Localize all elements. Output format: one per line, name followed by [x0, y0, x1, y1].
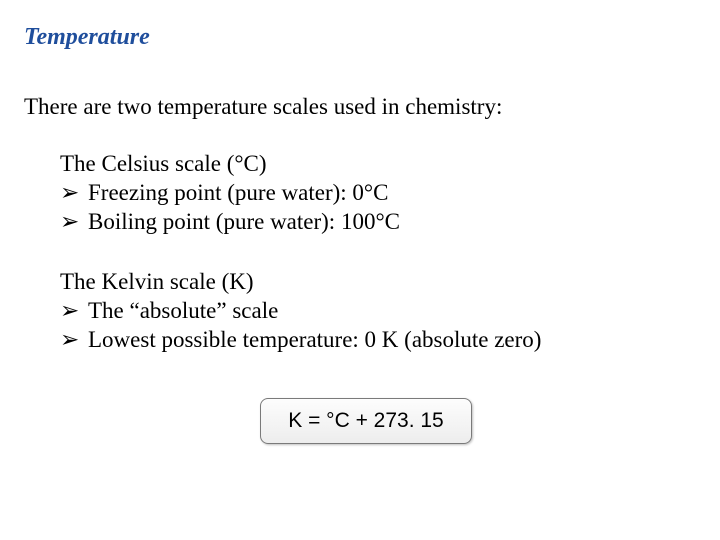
bullet-arrow-icon: ➢ — [60, 179, 88, 208]
celsius-heading: The Celsius scale (°C) — [60, 150, 400, 179]
formula-text: K = °C + 273. 15 — [288, 409, 444, 433]
celsius-block: The Celsius scale (°C) ➢ Freezing point … — [60, 150, 400, 236]
formula-box: K = °C + 273. 15 — [260, 398, 472, 444]
bullet-arrow-icon: ➢ — [60, 326, 88, 355]
list-item: ➢ The “absolute” scale — [60, 297, 541, 326]
kelvin-point-1: The “absolute” scale — [88, 297, 278, 326]
celsius-point-2: Boiling point (pure water): 100°C — [88, 208, 400, 237]
intro-text: There are two temperature scales used in… — [24, 94, 502, 120]
list-item: ➢ Freezing point (pure water): 0°C — [60, 179, 400, 208]
celsius-point-1: Freezing point (pure water): 0°C — [88, 179, 388, 208]
kelvin-block: The Kelvin scale (K) ➢ The “absolute” sc… — [60, 268, 541, 354]
slide-title: Temperature — [24, 24, 150, 51]
kelvin-heading: The Kelvin scale (K) — [60, 268, 541, 297]
bullet-arrow-icon: ➢ — [60, 208, 88, 237]
bullet-arrow-icon: ➢ — [60, 297, 88, 326]
list-item: ➢ Lowest possible temperature: 0 K (abso… — [60, 326, 541, 355]
list-item: ➢ Boiling point (pure water): 100°C — [60, 208, 400, 237]
kelvin-point-2: Lowest possible temperature: 0 K (absolu… — [88, 326, 541, 355]
